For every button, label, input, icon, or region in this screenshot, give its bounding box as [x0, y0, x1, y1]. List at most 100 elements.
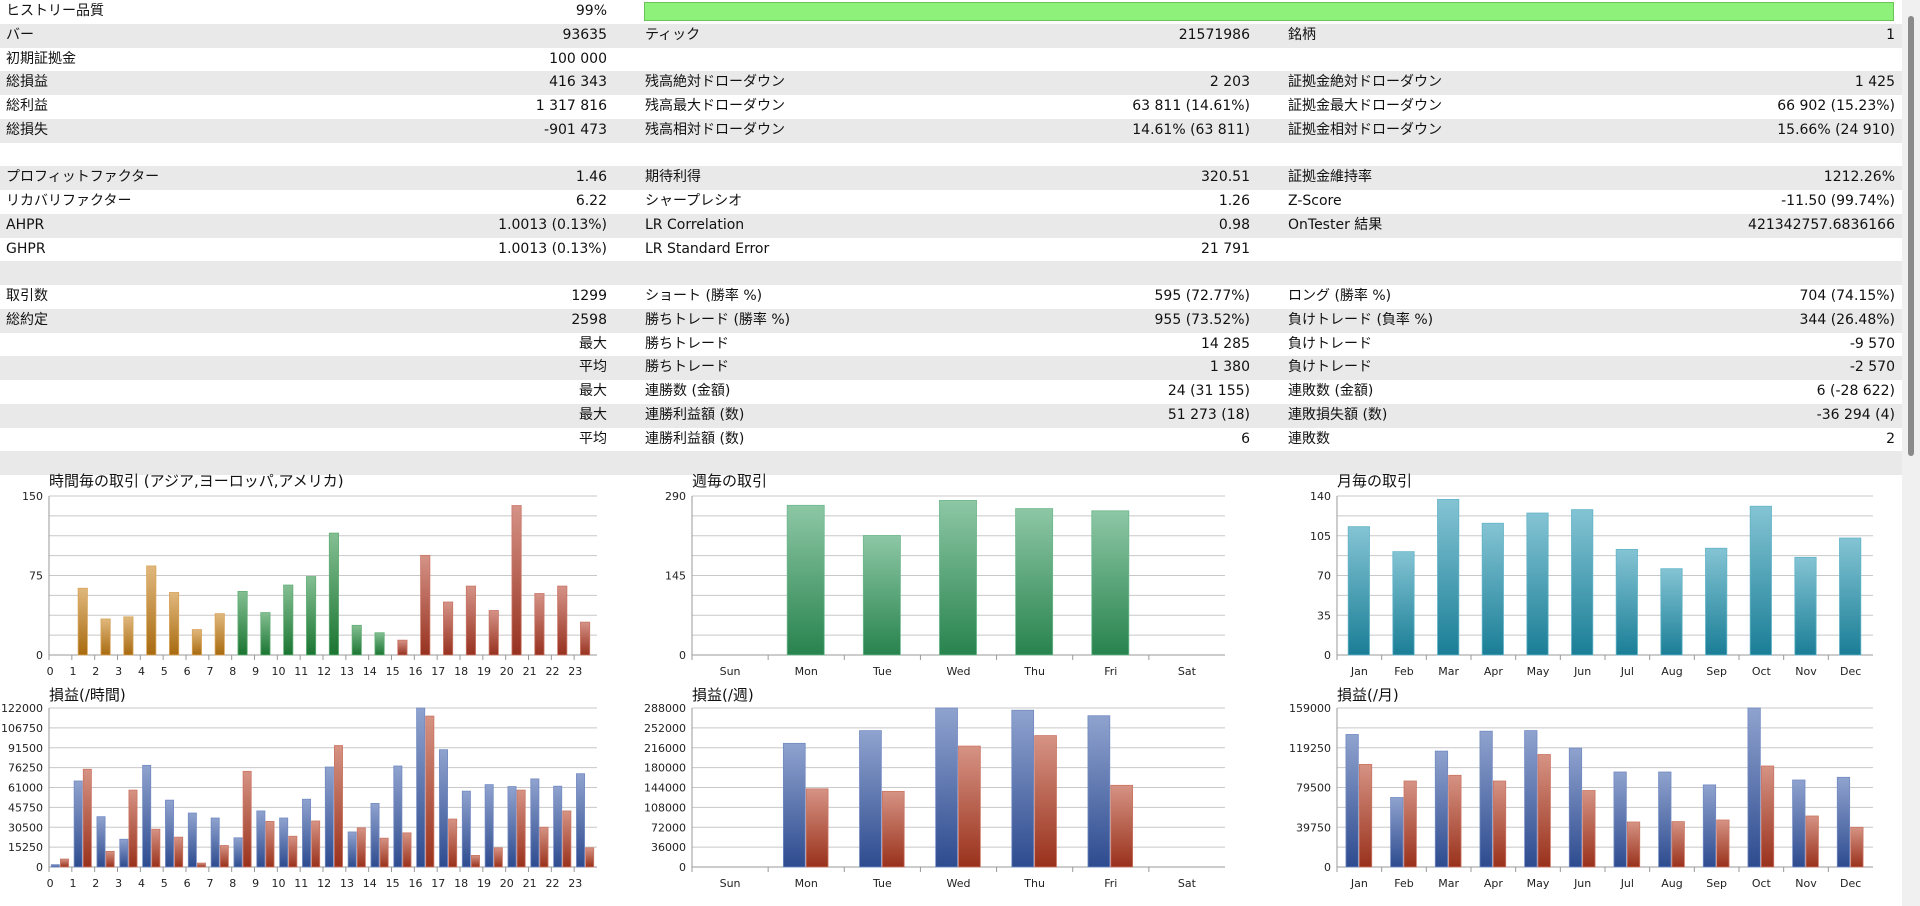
- profit-bar: [1658, 771, 1672, 868]
- summary-value: 1212.26%: [1823, 169, 1895, 186]
- summary-value: 1.0013 (0.13%): [498, 216, 607, 233]
- x-tick-label: Aug: [1661, 877, 1682, 890]
- summary-value: 平均: [579, 359, 607, 376]
- summary-label: 負けトレード (負率 %): [1288, 311, 1434, 328]
- trades-bar: [1437, 499, 1460, 656]
- trades-bar: [214, 613, 225, 656]
- x-tick-label: Oct: [1752, 877, 1772, 890]
- loss-bar: [242, 770, 252, 868]
- y-tick-label: 122000: [1, 702, 43, 715]
- profit-bar: [576, 773, 585, 868]
- summary-row: 最大 連勝利益額 (数) 51 273 (18) 連敗損失額 (数) -36 294 (…: [0, 403, 1902, 428]
- y-tick-label: 145: [665, 570, 686, 583]
- loss-bar: [60, 858, 69, 868]
- scrollbar-thumb[interactable]: [1908, 16, 1914, 456]
- y-tick-label: 216000: [644, 742, 686, 755]
- loss-bar: [516, 789, 526, 868]
- profit-bar: [935, 707, 958, 868]
- trades-bar: [237, 591, 248, 656]
- trades-bar: [1347, 526, 1370, 656]
- summary-value: -2 570: [1849, 359, 1895, 376]
- trades-bar: [862, 535, 901, 656]
- profit-bar: [859, 730, 882, 868]
- trades-bar: [1392, 551, 1415, 656]
- summary-label: 総約定: [6, 311, 48, 328]
- summary-row: 最大 勝ちトレード 14 285 負けトレード -9 570: [0, 333, 1902, 357]
- summary-label: 勝ちトレード: [645, 335, 729, 352]
- y-tick-label: 39750: [1296, 821, 1331, 834]
- x-tick-label: Jun: [1573, 665, 1591, 678]
- summary-value: 955 (73.52%): [1154, 311, 1250, 328]
- x-tick-label: Feb: [1394, 665, 1413, 678]
- summary-label: AHPR: [6, 216, 45, 233]
- y-tick-label: 288000: [644, 702, 686, 715]
- x-tick-label: Dec: [1840, 665, 1861, 678]
- vertical-scrollbar[interactable]: [1902, 0, 1920, 906]
- loss-bar: [805, 788, 829, 868]
- y-tick-label: 105: [1310, 530, 1331, 543]
- x-tick-label: 23: [568, 665, 582, 678]
- summary-value: 1.46: [575, 169, 607, 186]
- trades-bar: [1571, 509, 1594, 656]
- loss-bar: [174, 836, 184, 868]
- loss-bar: [1805, 815, 1819, 868]
- x-tick-label: 8: [229, 665, 236, 678]
- y-tick-label: 61000: [8, 782, 43, 795]
- x-tick-label: 4: [138, 877, 145, 890]
- x-tick-label: 13: [340, 665, 354, 678]
- summary-row: 初期証拠金 100 000: [0, 48, 1902, 72]
- summary-value: 416 343: [549, 74, 607, 91]
- x-tick-label: Wed: [947, 877, 971, 890]
- y-tick-label: 140: [1310, 490, 1331, 503]
- summary-value: 704 (74.15%): [1799, 288, 1895, 304]
- summary-label: 連勝利益額 (数): [645, 406, 745, 423]
- trades-bar: [511, 505, 522, 656]
- trades-bar: [100, 618, 111, 656]
- profit-bar: [210, 817, 220, 868]
- trades-bar: [397, 639, 408, 656]
- x-tick-label: 17: [431, 665, 445, 678]
- trades-bar: [1615, 548, 1638, 656]
- x-tick-label: 13: [340, 877, 354, 890]
- x-tick-label: Nov: [1795, 665, 1817, 678]
- x-tick-label: Jul: [1620, 665, 1634, 678]
- trades-bar: [1705, 547, 1728, 656]
- loss-bar: [265, 820, 275, 868]
- summary-label: 証拠金相対ドローダウン: [1288, 121, 1442, 138]
- loss-bar: [334, 745, 343, 868]
- summary-value: 最大: [579, 406, 607, 423]
- loss-bar: [1358, 764, 1373, 868]
- trades-bar: [488, 610, 499, 656]
- profit-bar: [165, 799, 174, 868]
- chart-title: 損益(/時間): [49, 686, 126, 704]
- summary-value: 93635: [562, 26, 607, 43]
- x-tick-label: Aug: [1661, 665, 1682, 678]
- x-tick-label: 16: [408, 877, 422, 890]
- loss-bar: [585, 847, 595, 868]
- summary-label: 連敗損失額 (数): [1288, 406, 1388, 423]
- loss-bar: [1110, 784, 1134, 868]
- profit-bar: [1479, 730, 1493, 868]
- profit-bar: [416, 707, 426, 868]
- profit-bar: [553, 785, 563, 868]
- profit-bar: [484, 784, 494, 868]
- y-tick-label: 0: [1324, 861, 1331, 874]
- x-tick-label: Sat: [1178, 665, 1197, 678]
- summary-label: LR Standard Error: [645, 240, 770, 257]
- x-tick-label: 6: [184, 665, 191, 678]
- x-tick-label: 9: [252, 877, 259, 890]
- profit-bar: [1434, 750, 1449, 868]
- trades-bar: [328, 532, 339, 656]
- loss-bar: [493, 847, 503, 868]
- trades-bar: [123, 616, 134, 656]
- loss-bar: [448, 818, 458, 868]
- trades-bar: [1481, 522, 1504, 656]
- x-tick-label: 20: [500, 665, 514, 678]
- summary-label: 証拠金絶対ドローダウン: [1288, 74, 1442, 91]
- loss-bar: [562, 810, 572, 868]
- profit-bar: [256, 810, 266, 868]
- summary-row: 総損失 -901 473 残高相対ドローダウン 14.61% (63 811) 証拠金相…: [0, 118, 1902, 143]
- x-tick-label: 14: [363, 877, 377, 890]
- x-tick-label: 17: [431, 877, 445, 890]
